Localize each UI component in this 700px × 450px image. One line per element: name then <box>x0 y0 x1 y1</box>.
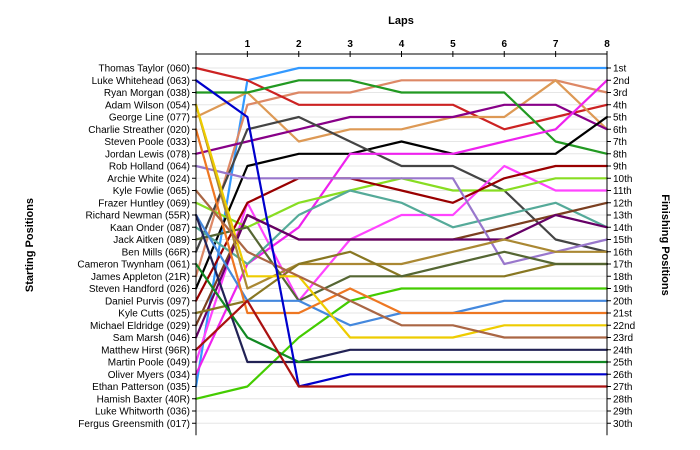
finishing-position-label: 7th <box>613 137 627 148</box>
finishing-position-label: 9th <box>613 162 627 173</box>
finishing-position-label: 25th <box>613 358 632 369</box>
starting-position-label: Frazer Huntley (069) <box>98 198 190 209</box>
starting-position-label: Ben Mills (66R) <box>122 247 190 258</box>
finishing-position-label: 22nd <box>613 321 635 332</box>
series-line-15 <box>194 164 609 266</box>
series-line-6 <box>194 79 609 155</box>
finishing-position-label: 14th <box>613 223 632 234</box>
series-line-26 <box>194 262 609 364</box>
finishing-position-label: 24th <box>613 345 632 356</box>
starting-position-label: Steven Poole (033) <box>104 137 190 148</box>
series-line-27 <box>194 79 609 388</box>
finishing-position-label: 4th <box>613 100 627 111</box>
starting-position-label: Kyle Fowlie (065) <box>113 186 190 197</box>
finishing-position-label: 12th <box>613 198 632 209</box>
series-line-22 <box>194 128 609 315</box>
x-tick-label: 2 <box>296 39 302 50</box>
x-tick-label: 6 <box>501 39 507 50</box>
starting-position-label: Thomas Taylor (060) <box>98 64 190 75</box>
finishing-position-label: 6th <box>613 125 627 136</box>
finishing-position-label: 29th <box>613 407 632 418</box>
finishing-position-label: 15th <box>613 235 632 246</box>
series-line-24 <box>194 189 609 339</box>
finishing-position-label: 10th <box>613 174 632 185</box>
finishing-position-label: 18th <box>613 272 632 283</box>
series-line-23 <box>194 103 609 339</box>
starting-position-label: James Appleton (21R) <box>91 272 190 283</box>
x-tick-label: 4 <box>399 39 405 50</box>
starting-position-label: Ryan Morgan (038) <box>104 88 190 99</box>
starting-position-label: Kaan Onder (087) <box>110 223 190 234</box>
x-tick-label: 3 <box>347 39 353 50</box>
starting-position-label: Michael Eldridge (029) <box>90 321 190 332</box>
series-line-17 <box>194 103 609 290</box>
starting-position-label: Sam Marsh (046) <box>113 333 190 344</box>
series-line-20 <box>194 287 609 400</box>
finishing-position-label: 8th <box>613 149 627 160</box>
starting-position-label: Jack Aitken (089) <box>113 235 190 246</box>
finishing-position-label: 19th <box>613 284 632 295</box>
finishing-position-label: 20th <box>613 296 632 307</box>
starting-position-label: Charlie Streather (020) <box>88 125 190 136</box>
finishing-position-label: 28th <box>613 394 632 405</box>
series-line-2 <box>194 79 609 278</box>
starting-position-label: Adam Wilson (054) <box>105 100 190 111</box>
finishing-position-label: 23rd <box>613 333 633 344</box>
series-line-5 <box>194 103 609 155</box>
series-line-25 <box>194 213 609 364</box>
x-tick-label: 7 <box>553 39 559 50</box>
series-line-19 <box>194 226 609 302</box>
x-tick-label: 5 <box>450 39 456 50</box>
finishing-position-label: 27th <box>613 382 632 393</box>
finishing-position-label: 30th <box>613 419 632 430</box>
starting-position-label: George Line (077) <box>109 113 190 124</box>
starting-position-label: Hamish Baxter (40R) <box>97 394 190 405</box>
x-tick-label: 1 <box>245 39 251 50</box>
starting-position-label: Matthew Hirst (96R) <box>101 345 190 356</box>
starting-position-label: Steven Handford (026) <box>89 284 190 295</box>
finishing-position-label: 2nd <box>613 76 630 87</box>
finishing-position-label: 3rd <box>613 88 627 99</box>
starting-position-label: Richard Newman (55R) <box>86 211 190 222</box>
starting-position-label: Archie White (024) <box>107 174 190 185</box>
starting-position-label: Rob Holland (064) <box>109 162 190 173</box>
series-line-28 <box>194 299 609 388</box>
series-layer <box>194 66 609 400</box>
starting-position-label: Ethan Patterson (035) <box>92 382 190 393</box>
series-line-16 <box>194 213 609 339</box>
x-tick-label: 8 <box>604 39 610 50</box>
series-line-1 <box>194 66 609 388</box>
finishing-position-label: 17th <box>613 260 632 271</box>
finishing-position-label: 26th <box>613 370 632 381</box>
starting-position-label: Martin Poole (049) <box>108 358 190 369</box>
finishing-position-label: 11th <box>613 186 632 197</box>
starting-position-label: Fergus Greensmith (017) <box>78 419 190 430</box>
finishing-position-label: 5th <box>613 113 627 124</box>
starting-position-label: Kyle Cutts (025) <box>118 309 190 320</box>
y-axis-title-left: Starting Positions <box>24 198 36 292</box>
series-line-12 <box>194 164 609 302</box>
starting-position-label: Cameron Twynham (061) <box>77 260 190 271</box>
axis-layer: 1 2 3 4 5 6 7 8 Thomas Taylor (060)Luke Whitehea… <box>77 39 635 436</box>
finishing-position-label: 1st <box>613 64 627 75</box>
finishing-position-label: 13th <box>613 211 632 222</box>
series-line-7 <box>194 115 609 290</box>
starting-position-label: Jordan Lewis (078) <box>105 149 190 160</box>
x-axis-title: Laps <box>388 15 414 27</box>
finishing-position-label: 16th <box>613 247 632 258</box>
starting-position-label: Oliver Myers (034) <box>108 370 190 381</box>
starting-position-label: Luke Whitworth (036) <box>95 407 190 418</box>
starting-position-label: Daniel Purvis (097) <box>105 296 190 307</box>
series-line-4 <box>194 79 609 143</box>
series-line-13 <box>194 189 609 266</box>
finishing-position-label: 21st <box>613 309 632 320</box>
starting-position-label: Luke Whitehead (063) <box>92 76 190 87</box>
y-axis-title-right: Finishing Positions <box>659 194 671 295</box>
